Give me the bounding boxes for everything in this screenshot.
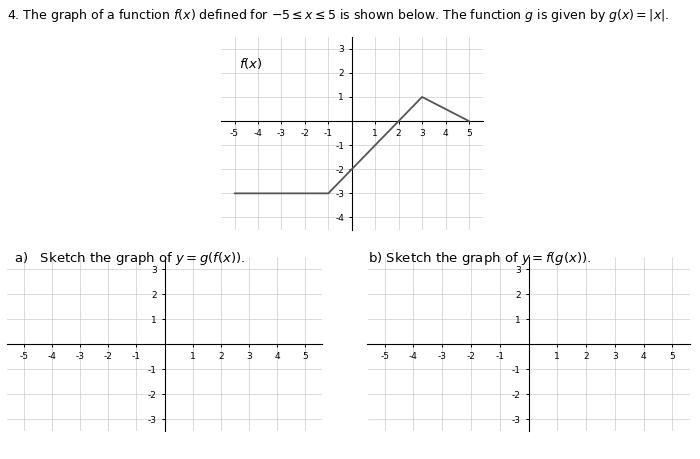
Text: $f(x)$: $f(x)$	[239, 56, 263, 71]
Text: 4. The graph of a function $f(x)$ defined for $-5 \leq x \leq 5$ is shown below.: 4. The graph of a function $f(x)$ define…	[7, 7, 669, 24]
Text: b) Sketch the graph of $y = f(g(x))$.: b) Sketch the graph of $y = f(g(x))$.	[368, 250, 591, 267]
Text: a)   Sketch the graph of $y = g(f(x))$.: a) Sketch the graph of $y = g(f(x))$.	[14, 250, 246, 267]
